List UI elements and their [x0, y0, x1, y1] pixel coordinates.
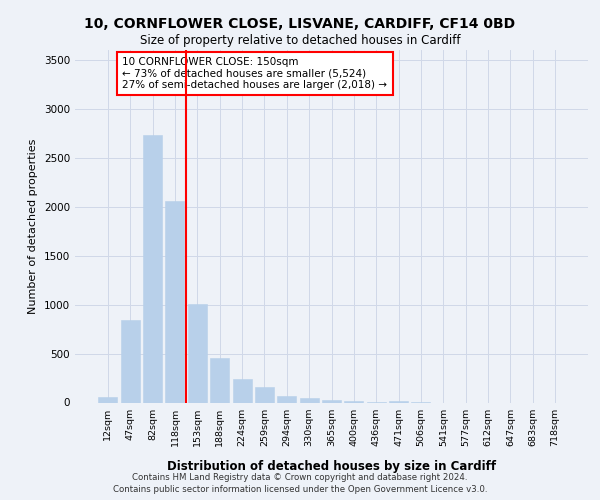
Bar — [277, 396, 296, 402]
Bar — [98, 397, 118, 402]
Y-axis label: Number of detached properties: Number of detached properties — [28, 138, 38, 314]
X-axis label: Distribution of detached houses by size in Cardiff: Distribution of detached houses by size … — [167, 460, 496, 473]
Text: Contains HM Land Registry data © Crown copyright and database right 2024.
Contai: Contains HM Land Registry data © Crown c… — [113, 473, 487, 494]
Text: 10, CORNFLOWER CLOSE, LISVANE, CARDIFF, CF14 0BD: 10, CORNFLOWER CLOSE, LISVANE, CARDIFF, … — [85, 18, 515, 32]
Bar — [299, 398, 319, 402]
Bar — [210, 358, 229, 403]
Bar — [166, 201, 184, 402]
Bar — [344, 401, 364, 402]
Bar — [322, 400, 341, 402]
Bar — [255, 388, 274, 402]
Bar — [233, 379, 251, 402]
Bar — [188, 304, 207, 402]
Bar — [389, 400, 408, 402]
Bar — [143, 135, 162, 402]
Bar — [121, 320, 140, 402]
Text: Size of property relative to detached houses in Cardiff: Size of property relative to detached ho… — [140, 34, 460, 47]
Text: 10 CORNFLOWER CLOSE: 150sqm
← 73% of detached houses are smaller (5,524)
27% of : 10 CORNFLOWER CLOSE: 150sqm ← 73% of det… — [122, 57, 388, 90]
